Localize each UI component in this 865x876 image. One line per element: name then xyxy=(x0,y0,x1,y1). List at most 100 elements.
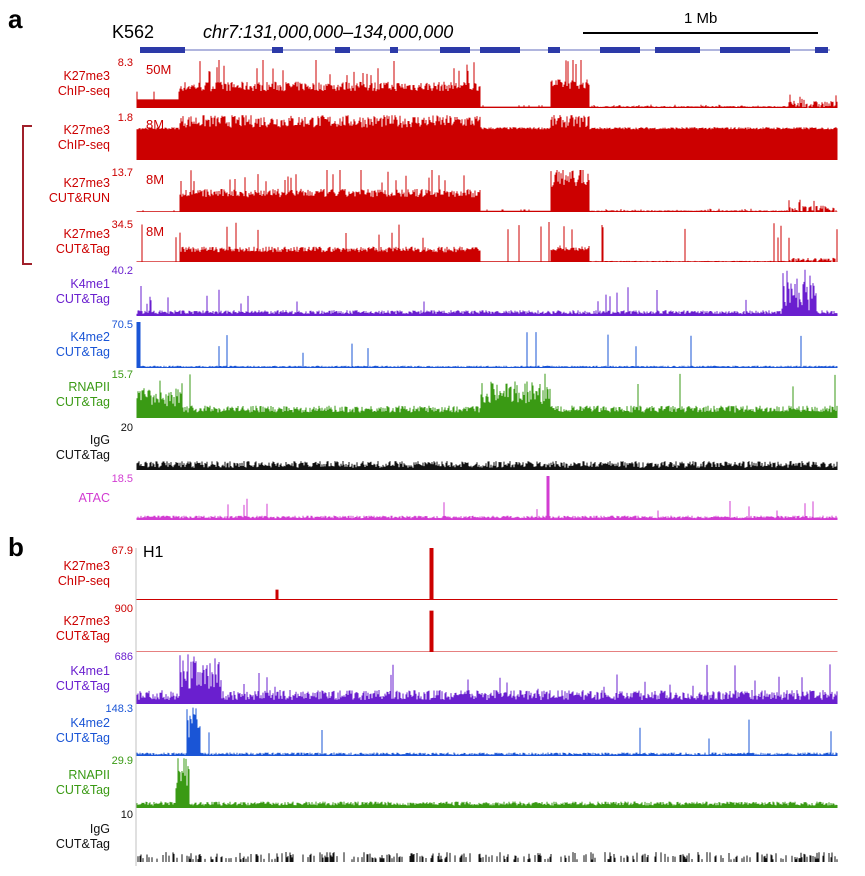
track-k4me1-cuttag xyxy=(136,269,838,316)
gene-block xyxy=(335,47,350,53)
track-igg-cuttag xyxy=(136,461,838,470)
track-mark: K4me1 xyxy=(70,277,110,291)
track-h1-rnapii-cuttag xyxy=(136,758,838,808)
track-mark: K27me3 xyxy=(63,559,110,573)
signal-bars xyxy=(136,707,838,756)
h1-track-label: K27me3 ChIP-seq xyxy=(58,559,110,589)
track-mark: IgG xyxy=(89,822,110,836)
scale-bar-label: 1 Mb xyxy=(684,10,718,27)
h1-track-label: K27me3 CUT&Tag xyxy=(56,614,110,644)
track-assay: CUT&Tag xyxy=(55,242,110,256)
track-max-value: 15.7 xyxy=(111,369,133,381)
track-max-value: 70.5 xyxy=(111,319,133,331)
signal-bars xyxy=(136,610,838,652)
track-k27me3-cutrun xyxy=(136,170,838,212)
track-mark: K27me3 xyxy=(63,614,110,628)
track-assay: CUT&RUN xyxy=(48,191,110,205)
panel-b-letter: b xyxy=(8,532,24,562)
track-h1-k27me3-chip xyxy=(136,548,838,600)
gene-block xyxy=(480,47,520,53)
track-mark: K27me3 xyxy=(63,227,110,241)
track-assay: CUT&Tag xyxy=(55,629,110,643)
track-assay: CUT&Tag xyxy=(55,731,110,745)
gene-block xyxy=(390,47,398,53)
k562-track-label: K4me1 CUT&Tag xyxy=(56,277,110,307)
track-max-value: 34.5 xyxy=(111,219,133,231)
track-assay: CUT&Tag xyxy=(55,345,110,359)
track-max-value: 10 xyxy=(120,809,133,821)
cell-line-label-h1: H1 xyxy=(143,544,164,561)
track-h1-k27me3-cuttag xyxy=(136,610,838,652)
signal-bars xyxy=(136,476,838,520)
track-max-value: 686 xyxy=(114,651,133,663)
track-mark: RNAPII xyxy=(68,380,110,394)
signal-bars xyxy=(136,461,838,470)
gene-block xyxy=(140,47,185,53)
signal-bars xyxy=(136,548,838,600)
track-assay: ChIP-seq xyxy=(57,574,110,588)
gene-block xyxy=(440,47,470,53)
signal-bars xyxy=(136,654,838,704)
read-depth-label: 50M xyxy=(146,62,172,77)
comparison-bracket xyxy=(22,125,32,265)
track-k27me3-chip xyxy=(136,115,838,160)
gene-block xyxy=(600,47,640,53)
track-mark: ATAC xyxy=(78,490,110,505)
signal-bars xyxy=(136,322,838,368)
signal-bars xyxy=(137,852,838,862)
track-max-value: 67.9 xyxy=(111,545,133,557)
k562-track-label: ATAC xyxy=(79,491,110,506)
k562-track-label: K27me3 ChIP-seq xyxy=(58,123,110,153)
k562-track-label: RNAPII CUT&Tag xyxy=(56,380,110,410)
track-k4me2-cuttag xyxy=(136,322,838,368)
track-mark: K4me2 xyxy=(70,330,110,344)
gene-block xyxy=(815,47,828,53)
track-max-value: 18.5 xyxy=(111,473,133,485)
h1-track-label: IgG CUT&Tag xyxy=(56,822,110,852)
read-depth-label: 8M xyxy=(146,224,165,239)
k562-track-label: K27me3 CUT&Tag xyxy=(56,227,110,257)
track-assay: ChIP-seq xyxy=(57,137,110,152)
read-depth-label: 8M xyxy=(146,172,165,187)
signal-bars xyxy=(136,758,838,808)
read-depth-label: 8M xyxy=(146,117,165,132)
k562-track-label: K4me2 CUT&Tag xyxy=(56,330,110,360)
track-max-value: 13.7 xyxy=(111,167,133,179)
h1-track-label: RNAPII CUT&Tag xyxy=(56,768,110,798)
k562-track-label: K27me3 CUT&RUN xyxy=(49,176,110,206)
k562-track-label: IgG CUT&Tag xyxy=(56,433,110,463)
track-h1-k4me1-cuttag xyxy=(136,654,838,704)
track-assay: CUT&Tag xyxy=(55,837,110,851)
gene-block xyxy=(548,47,560,53)
track-assay: CUT&Tag xyxy=(55,679,110,693)
track-h1-igg-cuttag xyxy=(137,852,838,862)
k562-track-label: K27me3 ChIP-seq xyxy=(58,69,110,99)
track-rnapii-cuttag xyxy=(136,373,838,418)
track-max-value: 8.3 xyxy=(117,57,133,69)
track-mark: IgG xyxy=(89,432,110,447)
gene-block xyxy=(720,47,790,53)
h1-track-label: K4me1 CUT&Tag xyxy=(56,664,110,694)
track-k27me3-cuttag xyxy=(136,222,838,262)
track-mark: RNAPII xyxy=(68,768,110,782)
track-assay: ChIP-seq xyxy=(57,84,110,98)
track-mark: K4me2 xyxy=(70,716,110,730)
track-max-value: 900 xyxy=(114,603,133,615)
track-max-value: 20 xyxy=(120,422,133,434)
track-mark: K4me1 xyxy=(70,664,110,678)
track-max-value: 148.3 xyxy=(105,703,133,715)
track-assay: CUT&Tag xyxy=(55,447,110,462)
track-atac xyxy=(136,476,838,520)
track-mark: K27me3 xyxy=(63,176,110,190)
track-mark: K27me3 xyxy=(63,69,110,83)
panel-a-letter: a xyxy=(8,4,23,34)
genomic-region-label: chr7:131,000,000–134,000,000 xyxy=(203,22,454,42)
track-max-value: 29.9 xyxy=(111,755,133,767)
h1-track-label: K4me2 CUT&Tag xyxy=(56,716,110,746)
gene-block xyxy=(272,47,283,53)
track-mark: K27me3 xyxy=(63,122,110,137)
track-assay: CUT&Tag xyxy=(55,292,110,306)
signal-bars xyxy=(136,115,838,160)
signal-bars xyxy=(136,373,838,418)
